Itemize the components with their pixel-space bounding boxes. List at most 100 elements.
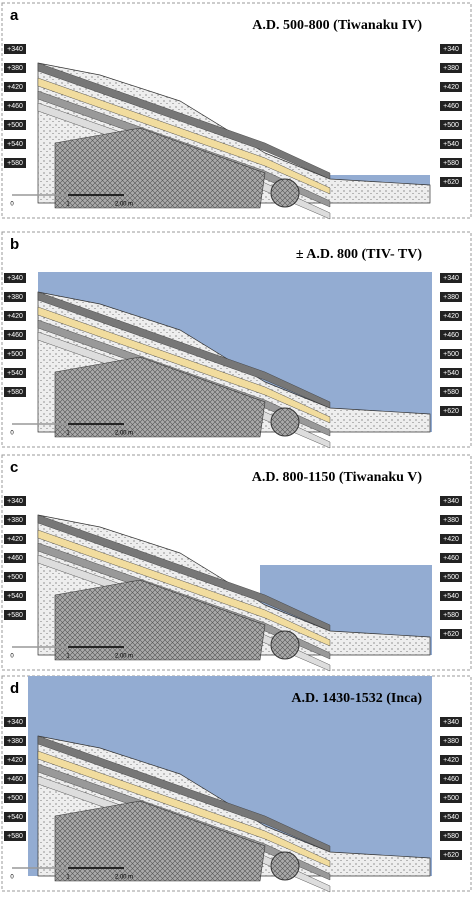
depth-label: +540 [7,593,23,600]
depth-tag [440,755,462,765]
bedrock [54,579,266,661]
depth-tag [440,82,462,92]
panel-title: A.D. 800-1150 (Tiwanaku V) [252,470,423,485]
panel-title: A.D. 500-800 (Tiwanaku IV) [252,18,422,33]
depth-tag [4,292,26,302]
depth-label: +500 [7,351,23,358]
depth-tag [4,755,26,765]
panel: b ± A.D. 800 (TIV- TV) +340 +380 +420 +460 +50… [1,231,472,449]
depth-label: +380 [443,65,459,72]
depth-tag [4,139,26,149]
depth-label: +420 [7,757,23,764]
depth-tag [440,177,462,187]
depth-label: +500 [7,574,23,581]
depth-label: +340 [443,719,459,726]
layer [37,306,331,424]
depth-label: +540 [7,814,23,821]
depth-tag [440,387,462,397]
panel: c A.D. 800-1150 (Tiwanaku V) +340 +380 +420 +… [1,454,472,672]
depth-label: +340 [7,719,23,726]
depth-tag [4,368,26,378]
depth-label: +460 [443,776,459,783]
scale-bar-label: 1 [66,875,70,881]
depth-label: +500 [443,351,459,358]
scale-bar-label: 0 [10,202,14,208]
scale-bar-label: 0 [10,875,14,881]
depth-label: +460 [443,103,459,110]
depth-tag [440,812,462,822]
depth-tag [440,63,462,73]
depth-tag [440,292,462,302]
depth-tag [4,158,26,168]
scale-bar-label: 0 [10,431,14,437]
depth-tag [4,515,26,525]
depth-tag [440,831,462,841]
depth-label: +620 [443,179,459,186]
depth-tag [440,534,462,544]
depth-label: +500 [7,122,23,129]
depth-tag [4,831,26,841]
depth-label: +500 [443,122,459,129]
depth-label: +500 [7,795,23,802]
depth-label: +420 [7,536,23,543]
depth-label: +540 [443,593,459,600]
depth-label: +420 [443,757,459,764]
depth-tag [440,774,462,784]
depth-label: +540 [7,141,23,148]
depth-label: +620 [443,408,459,415]
scale-bar-label: 1 [66,202,70,208]
depth-tag [4,553,26,563]
scale-bar-label: 2,00 m [115,202,133,208]
depth-label: +380 [7,738,23,745]
depth-label: +620 [443,852,459,859]
depth-label: +460 [7,332,23,339]
depth-label: +380 [443,738,459,745]
depth-tag [440,515,462,525]
scale-bar-label: 1 [66,654,70,660]
depth-label: +340 [443,46,459,53]
depth-tag [440,330,462,340]
panel: a A.D. 500-800 (Tiwanaku IV) +340 +380 +420 +… [1,2,472,220]
depth-label: +420 [443,84,459,91]
depth-label: +460 [7,776,23,783]
panel-title: A.D. 1430-1532 (Inca) [291,691,422,706]
depth-label: +460 [443,332,459,339]
boulder [270,851,300,881]
depth-tag [440,793,462,803]
depth-label: +580 [443,389,459,396]
boulder [270,630,300,660]
depth-label: +580 [7,833,23,840]
depth-tag [440,120,462,130]
depth-tag [440,311,462,321]
bedrock [54,356,266,438]
depth-tag [4,120,26,130]
depth-tag [440,629,462,639]
depth-label: +580 [7,389,23,396]
depth-tag [4,44,26,54]
panel-letter: d [10,680,19,697]
depth-tag [4,572,26,582]
depth-label: +420 [7,313,23,320]
depth-tag [440,101,462,111]
scale-bar-label: 2,00 m [115,654,133,660]
depth-tag [440,349,462,359]
scale-bar-label: 1 [66,431,70,437]
depth-tag [4,812,26,822]
layer [37,77,331,195]
depth-tag [440,158,462,168]
depth-label: +380 [7,65,23,72]
depth-tag [4,330,26,340]
layer [37,529,331,647]
depth-tag [4,63,26,73]
depth-tag [4,534,26,544]
depth-tag [4,387,26,397]
depth-label: +540 [443,141,459,148]
layer [37,514,331,632]
depth-label: +500 [443,574,459,581]
depth-label: +460 [7,103,23,110]
depth-tag [440,572,462,582]
depth-tag [440,368,462,378]
scale-bar-label: 0 [10,654,14,660]
layer [37,750,331,868]
